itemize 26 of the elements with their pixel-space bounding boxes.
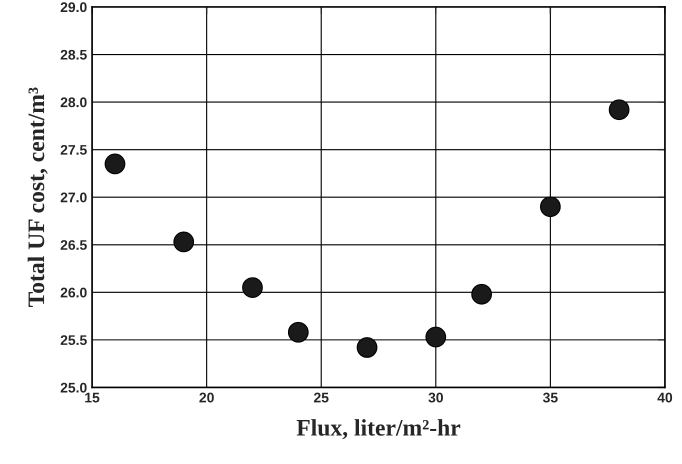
- x-tick-label: 25: [314, 392, 329, 403]
- point: [356, 337, 378, 358]
- x-tick-label: 15: [85, 392, 100, 403]
- y-tick-label: 29.0: [60, 2, 87, 12]
- point: [540, 196, 561, 218]
- y-axis-title: Total UF cost, cent/m³: [28, 87, 48, 308]
- y-tick-label: 27.0: [60, 192, 87, 202]
- x-tick-label: 20: [199, 392, 214, 403]
- y-tick-label: 26.5: [60, 240, 87, 250]
- y-tick-label: 27.5: [60, 144, 87, 155]
- y-tick-label: 25.5: [60, 335, 87, 346]
- x-tick-label: 40: [657, 392, 672, 403]
- point: [471, 284, 492, 305]
- point: [608, 99, 630, 120]
- x-axis-title: Flux, liter/m²-hr: [296, 419, 460, 440]
- point: [104, 154, 126, 174]
- point: [173, 232, 194, 252]
- x-tick-label: 30: [428, 392, 443, 403]
- point: [242, 277, 263, 298]
- point: [425, 326, 446, 348]
- y-tick-label: 25.0: [60, 382, 87, 393]
- y-tick-label: 28.0: [60, 97, 87, 108]
- y-tick-label: 26.0: [60, 288, 87, 298]
- x-tick-label: 35: [542, 392, 558, 403]
- point: [288, 322, 309, 343]
- y-tick-label: 28.5: [60, 50, 87, 60]
